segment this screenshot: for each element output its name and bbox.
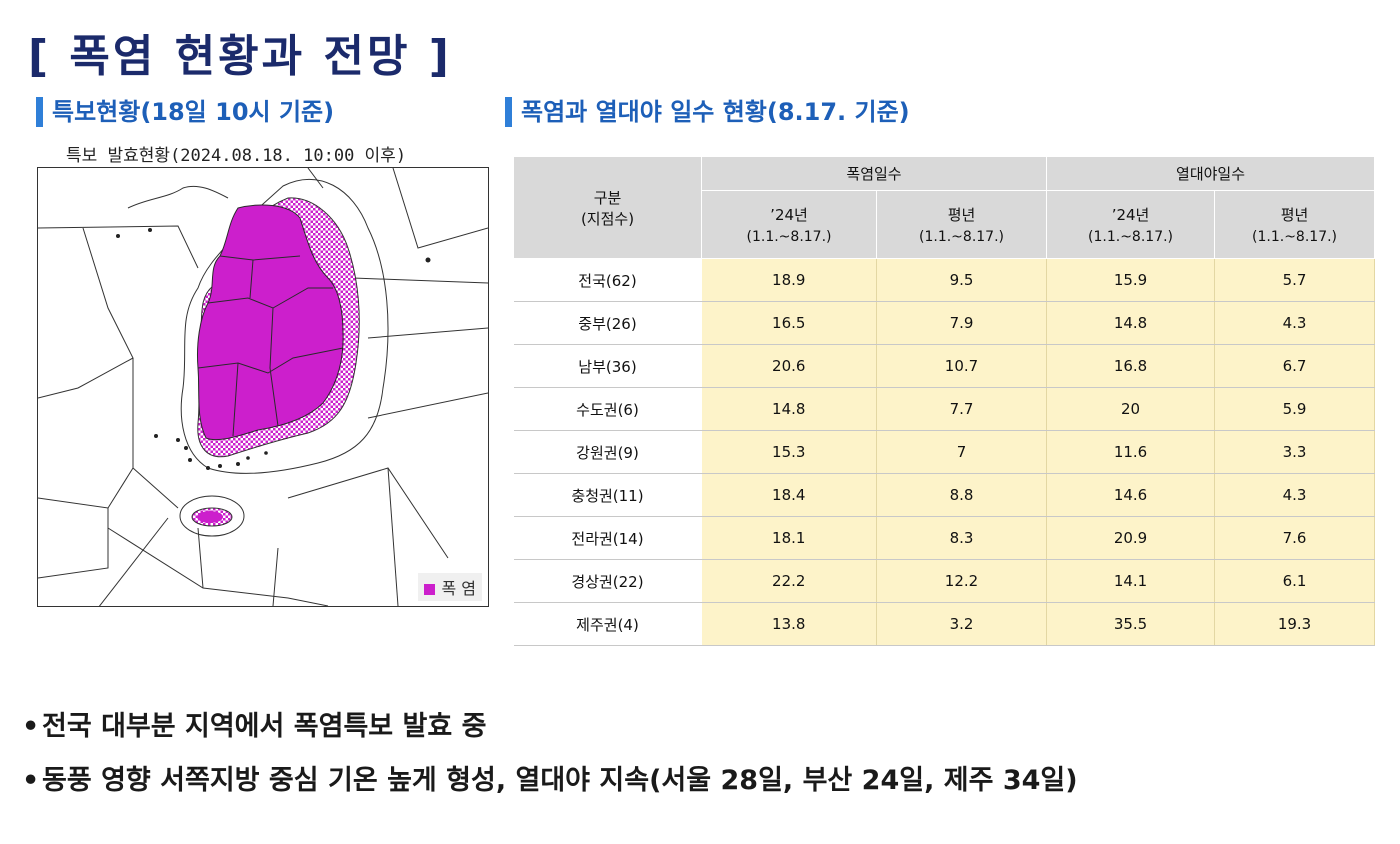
heatwave-days-heading: 폭염과 열대야 일수 현황(8.17. 기준) xyxy=(505,94,910,130)
region-cell: 남부(36) xyxy=(513,344,702,388)
value-cell: 14.8 xyxy=(1046,301,1216,345)
value-cell: 14.1 xyxy=(1046,559,1216,603)
region-cell: 충청권(11) xyxy=(513,473,702,517)
value-cell: 8.3 xyxy=(876,516,1048,560)
period-range-label: (1.1.~8.17.) xyxy=(1088,229,1174,245)
period-range-label: (1.1.~8.17.) xyxy=(919,229,1004,245)
value-cell: 5.7 xyxy=(1214,258,1376,302)
tropical-night-days-header: 열대야일수 xyxy=(1046,156,1376,191)
heatwave-tropical-night-table: 구분 (지점수) 폭염일수 열대야일수 ’24년 (1.1.~8.17.) 평년 (1… xyxy=(513,156,1376,646)
value-cell: 4.3 xyxy=(1214,473,1376,517)
value-cell: 6.7 xyxy=(1214,344,1376,388)
map-legend-label: 폭 염 xyxy=(441,579,476,598)
region-header-sublabel: (지점수) xyxy=(580,209,635,228)
period-header: 평년 (1.1.~8.17.) xyxy=(1214,190,1376,259)
warning-map: 폭 염 xyxy=(37,167,489,607)
summary-bullet-text: 동풍 영향 서쪽지방 중심 기온 높게 형성, 열대야 지속(서울 28일, 부… xyxy=(42,765,1078,796)
region-header-label: 구분 xyxy=(593,188,622,207)
value-cell: 3.3 xyxy=(1214,430,1376,474)
page-title: [ 폭염 현황과 전망 ] xyxy=(28,31,452,82)
region-cell: 중부(26) xyxy=(513,301,702,345)
value-cell: 11.6 xyxy=(1046,430,1216,474)
value-cell: 16.8 xyxy=(1046,344,1216,388)
table-row: 전라권(14) 18.1 8.3 20.9 7.6 xyxy=(513,516,1376,560)
period-range-label: (1.1.~8.17.) xyxy=(746,229,832,245)
value-cell: 4.3 xyxy=(1214,301,1376,345)
value-cell: 20.9 xyxy=(1046,516,1216,560)
table-row: 남부(36) 20.6 10.7 16.8 6.7 xyxy=(513,344,1376,388)
region-header: 구분 (지점수) xyxy=(513,156,702,259)
period-header: 평년 (1.1.~8.17.) xyxy=(875,190,1048,259)
summary-bullet: • 전국 대부분 지역에서 폭염특보 발효 중 xyxy=(22,700,1078,754)
bullet-dot-icon: • xyxy=(22,711,40,742)
value-cell: 20.6 xyxy=(701,344,877,388)
table-row: 경상권(22) 22.2 12.2 14.1 6.1 xyxy=(513,559,1376,603)
value-cell: 18.4 xyxy=(701,473,877,517)
table-row: 중부(26) 16.5 7.9 14.8 4.3 xyxy=(513,301,1376,345)
value-cell: 20 xyxy=(1046,387,1216,431)
period-range-label: (1.1.~8.17.) xyxy=(1252,229,1338,245)
period-header: ’24년 (1.1.~8.17.) xyxy=(1046,190,1216,259)
heatwave-days-header: 폭염일수 xyxy=(700,156,1048,191)
value-cell: 7.9 xyxy=(876,301,1048,345)
table-row: 수도권(6) 14.8 7.7 20 5.9 xyxy=(513,387,1376,431)
value-cell: 22.2 xyxy=(701,559,877,603)
value-cell: 12.2 xyxy=(876,559,1048,603)
value-cell: 3.2 xyxy=(876,602,1048,646)
table-row: 강원권(9) 15.3 7 11.6 3.3 xyxy=(513,430,1376,474)
value-cell: 15.9 xyxy=(1046,258,1216,302)
value-cell: 15.3 xyxy=(701,430,877,474)
summary-bullet-text: 전국 대부분 지역에서 폭염특보 발효 중 xyxy=(42,711,487,742)
bullet-dot-icon: • xyxy=(22,765,40,796)
value-cell: 10.7 xyxy=(876,344,1048,388)
value-cell: 18.9 xyxy=(701,258,877,302)
map-caption: 특보 발효현황(2024.08.18. 10:00 이후) xyxy=(66,146,407,166)
map-legend: 폭 염 xyxy=(418,573,482,601)
value-cell: 14.8 xyxy=(701,387,877,431)
warning-status-heading: 특보현황(18일 10시 기준) xyxy=(36,94,334,130)
region-cell: 수도권(6) xyxy=(513,387,702,431)
value-cell: 35.5 xyxy=(1046,602,1216,646)
value-cell: 14.6 xyxy=(1046,473,1216,517)
value-cell: 9.5 xyxy=(876,258,1048,302)
value-cell: 7 xyxy=(876,430,1048,474)
heatwave-legend-swatch xyxy=(424,584,436,595)
region-cell: 경상권(22) xyxy=(513,559,702,603)
value-cell: 8.8 xyxy=(876,473,1048,517)
table-row: 제주권(4) 13.8 3.2 35.5 19.3 xyxy=(513,602,1376,646)
value-cell: 13.8 xyxy=(701,602,877,646)
summary-bullet: • 동풍 영향 서쪽지방 중심 기온 높게 형성, 열대야 지속(서울 28일, … xyxy=(22,754,1078,808)
value-cell: 18.1 xyxy=(701,516,877,560)
period-year-label: ’24년 xyxy=(770,206,808,224)
korea-warning-map-graphic xyxy=(38,168,488,606)
region-cell: 제주권(4) xyxy=(513,602,702,646)
region-cell: 강원권(9) xyxy=(513,430,702,474)
value-cell: 5.9 xyxy=(1214,387,1376,431)
region-cell: 전국(62) xyxy=(513,258,702,302)
period-year-label: ’24년 xyxy=(1111,206,1150,224)
value-cell: 16.5 xyxy=(701,301,877,345)
period-year-label: 평년 xyxy=(947,206,976,224)
table-row: 전국(62) 18.9 9.5 15.9 5.7 xyxy=(513,258,1376,302)
summary-bullets: • 전국 대부분 지역에서 폭염특보 발효 중 • 동풍 영향 서쪽지방 중심 기온 … xyxy=(22,700,1078,808)
region-cell: 전라권(14) xyxy=(513,516,702,560)
table-row: 충청권(11) 18.4 8.8 14.6 4.3 xyxy=(513,473,1376,517)
period-header: ’24년 (1.1.~8.17.) xyxy=(701,190,877,259)
value-cell: 7.6 xyxy=(1214,516,1376,560)
period-year-label: 평년 xyxy=(1280,206,1309,224)
value-cell: 19.3 xyxy=(1214,602,1376,646)
value-cell: 6.1 xyxy=(1214,559,1376,603)
value-cell: 7.7 xyxy=(876,387,1048,431)
